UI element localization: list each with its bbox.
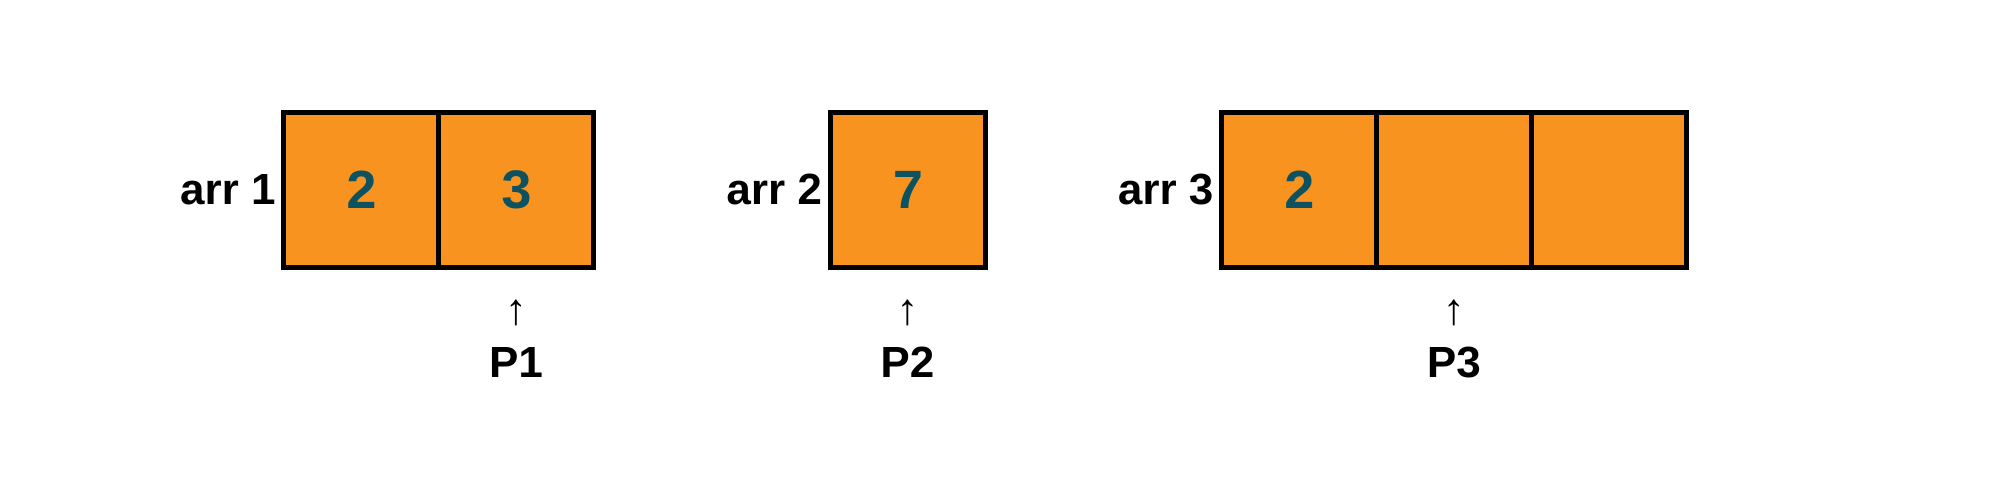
array-cell: 3: [436, 110, 596, 270]
arrow-up-icon: ↑: [505, 288, 527, 332]
array-cells-3: 2: [1219, 110, 1689, 270]
pointer-3: ↑ P3: [1427, 288, 1481, 388]
arrow-up-icon: ↑: [896, 288, 918, 332]
array-group-1: arr 1 2 3 ↑ P1: [180, 110, 596, 388]
array-cell: 7: [828, 110, 988, 270]
array-label-3: arr 3: [1118, 165, 1213, 215]
pointer-label-3: P3: [1427, 338, 1481, 388]
pointer-1: ↑ P1: [489, 288, 543, 388]
array-label-2: arr 2: [726, 165, 821, 215]
array-cells-2: 7: [828, 110, 988, 270]
array-row-3: arr 3 2: [1118, 110, 1689, 270]
array-row-1: arr 1 2 3: [180, 110, 596, 270]
array-cell: 2: [1219, 110, 1379, 270]
array-cells-1: 2 3: [281, 110, 596, 270]
array-group-2: arr 2 7 ↑ P2: [726, 110, 987, 388]
array-cell: [1374, 110, 1534, 270]
array-cell: [1529, 110, 1689, 270]
pointer-label-2: P2: [880, 338, 934, 388]
array-cell: 2: [281, 110, 441, 270]
array-group-3: arr 3 2 ↑ P3: [1118, 110, 1689, 388]
arrow-up-icon: ↑: [1443, 288, 1465, 332]
array-label-1: arr 1: [180, 165, 275, 215]
pointer-2: ↑ P2: [880, 288, 934, 388]
array-pointer-diagram: arr 1 2 3 ↑ P1 arr 2 7 ↑ P2 arr 3 2: [0, 110, 2000, 388]
array-row-2: arr 2 7: [726, 110, 987, 270]
pointer-label-1: P1: [489, 338, 543, 388]
